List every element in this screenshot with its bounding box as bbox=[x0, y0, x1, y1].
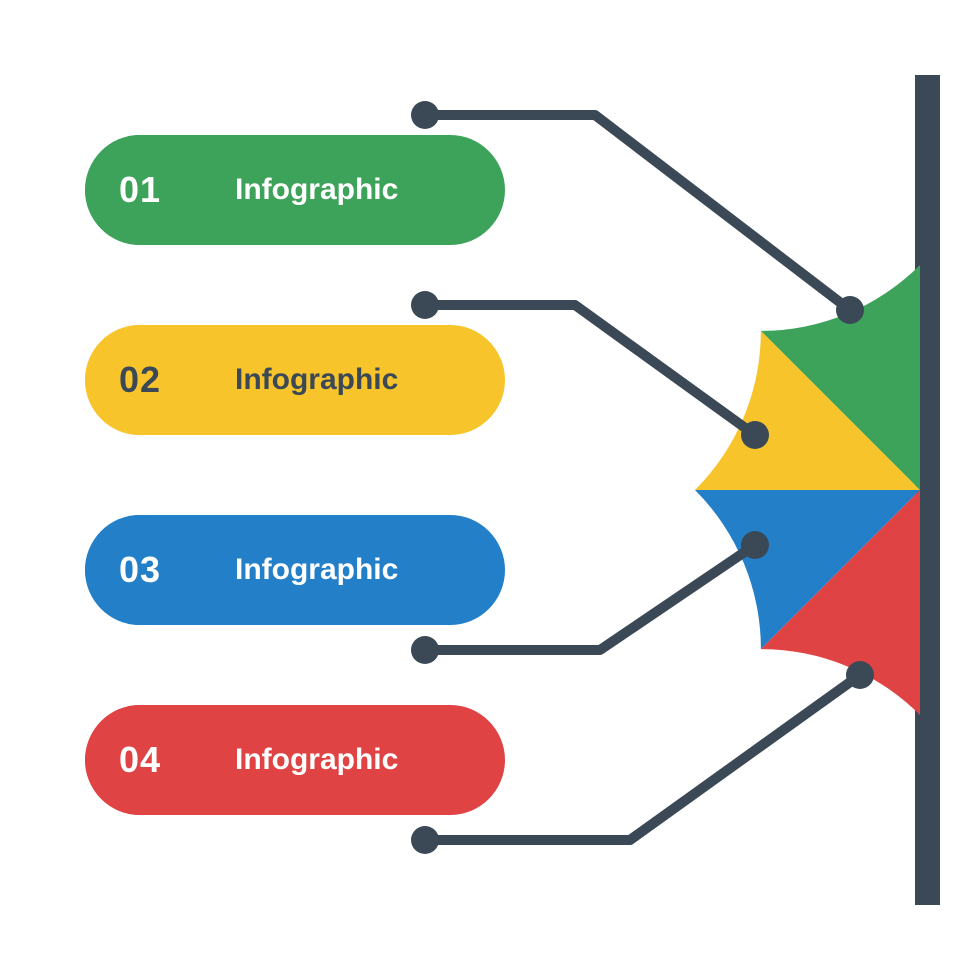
infographic-canvas: 01Infographic02Infographic03Infographic0… bbox=[0, 0, 980, 980]
connector-dot bbox=[741, 421, 769, 449]
connector-dots bbox=[0, 0, 980, 980]
connector-dot bbox=[741, 531, 769, 559]
connector-dot bbox=[411, 826, 439, 854]
connector-dot bbox=[846, 661, 874, 689]
connector-dot bbox=[836, 296, 864, 324]
connector-dot bbox=[411, 101, 439, 129]
connector-dot bbox=[411, 636, 439, 664]
connector-dot bbox=[411, 291, 439, 319]
